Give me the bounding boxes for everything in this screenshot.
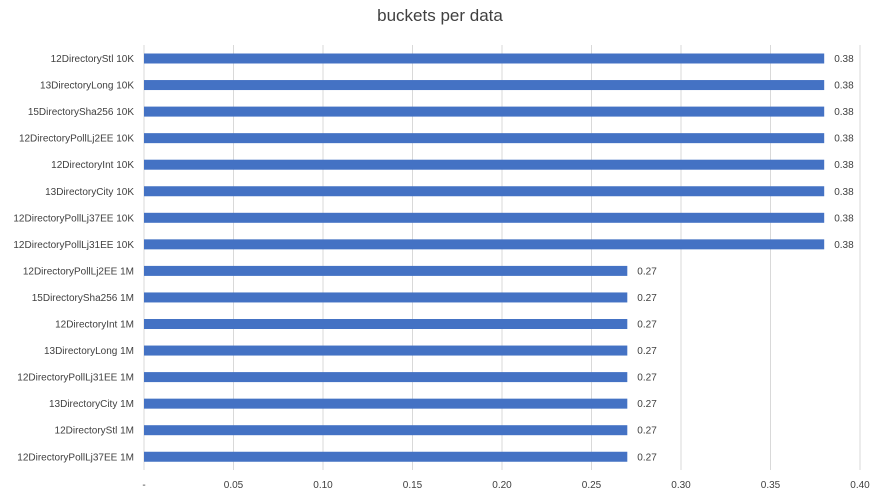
data-label: 0.27 (637, 266, 657, 277)
data-label: 0.38 (834, 54, 854, 65)
category-label: 12DirectoryPollLj2EE 1M (23, 266, 134, 277)
bar (144, 292, 628, 303)
data-label: 0.38 (834, 134, 854, 145)
category-label: 15DirectorySha256 1M (32, 293, 134, 304)
category-label: 12DirectoryInt 10K (51, 160, 134, 171)
data-label: 0.27 (637, 426, 657, 437)
category-label: 13DirectoryLong 10K (40, 81, 134, 92)
category-label: 12DirectoryStl 1M (55, 426, 134, 437)
bar (144, 53, 825, 64)
data-label: 0.27 (637, 373, 657, 384)
data-label: 0.38 (834, 107, 854, 118)
data-label: 0.27 (637, 320, 657, 331)
category-label: 12DirectoryInt 1M (55, 320, 134, 331)
bar (144, 212, 825, 223)
bar (144, 239, 825, 250)
bar (144, 106, 825, 117)
x-tick-label: 0.05 (224, 480, 244, 491)
bar (144, 398, 628, 409)
category-label: 12DirectoryPollLj2EE 10K (19, 134, 134, 145)
x-tick-label: 0.20 (492, 480, 512, 491)
data-label: 0.38 (834, 213, 854, 224)
data-label: 0.38 (834, 160, 854, 171)
bar (144, 345, 628, 356)
x-tick-label: 0.10 (313, 480, 333, 491)
data-label: 0.27 (637, 452, 657, 463)
bar (144, 451, 628, 462)
category-label: 12DirectoryPollLj31EE 10K (13, 240, 134, 251)
x-tick-label: - (142, 480, 145, 491)
bar (144, 372, 628, 383)
bar (144, 159, 825, 170)
data-label: 0.27 (637, 293, 657, 304)
chart-title: buckets per data (377, 6, 503, 25)
category-label: 13DirectoryLong 1M (44, 346, 134, 357)
category-label: 15DirectorySha256 10K (28, 107, 135, 118)
bar (144, 186, 825, 197)
data-label: 0.38 (834, 81, 854, 92)
bar (144, 133, 825, 144)
x-tick-label: 0.15 (403, 480, 423, 491)
x-tick-label: 0.25 (582, 480, 602, 491)
category-label: 13DirectoryCity 10K (45, 187, 134, 198)
bar (144, 80, 825, 91)
bar (144, 265, 628, 276)
category-label: 12DirectoryPollLj37EE 10K (13, 213, 134, 224)
x-tick-label: 0.40 (850, 480, 870, 491)
bar (144, 319, 628, 329)
category-label: 12DirectoryStl 10K (51, 54, 135, 65)
x-tick-label: 0.30 (671, 480, 691, 491)
data-label: 0.38 (834, 240, 854, 251)
x-tick-label: 0.35 (761, 480, 781, 491)
data-label: 0.38 (834, 187, 854, 198)
category-label: 12DirectoryPollLj31EE 1M (17, 373, 134, 384)
bar (144, 425, 628, 436)
data-label: 0.27 (637, 399, 657, 410)
data-label: 0.27 (637, 346, 657, 357)
category-label: 13DirectoryCity 1M (49, 399, 134, 410)
category-label: 12DirectoryPollLj37EE 1M (17, 452, 134, 463)
